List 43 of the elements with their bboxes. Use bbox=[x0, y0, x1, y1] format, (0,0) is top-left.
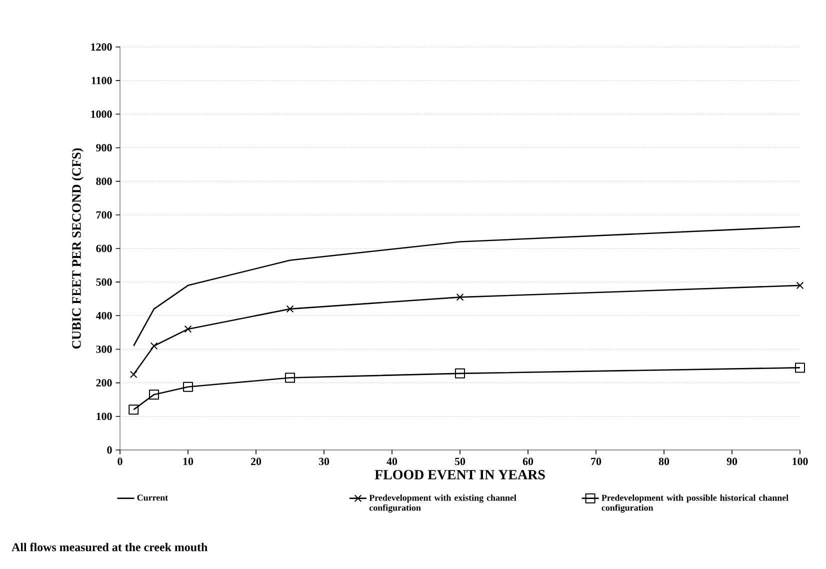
x-tick-label: 0 bbox=[118, 458, 122, 466]
legend-label: Predevelopment with existing channel configuration bbox=[369, 494, 516, 513]
x-tick-label: 70 bbox=[591, 458, 602, 466]
point bbox=[183, 382, 194, 392]
y-tick-label: 0 bbox=[107, 446, 112, 454]
x-tick-label: 90 bbox=[726, 458, 738, 466]
y-tick-label: 300 bbox=[96, 346, 112, 353]
y-tick-label: 100 bbox=[96, 412, 112, 420]
y-tick-label: 700 bbox=[96, 211, 112, 219]
y-tick-label: 1200 bbox=[91, 43, 112, 51]
x-tick-label: 40 bbox=[386, 458, 398, 466]
line-series bbox=[132, 226, 800, 347]
x-axis-title: FLOOD EVENT IN YEARS bbox=[374, 470, 545, 480]
legend-label: Predevelopment with possible historical channel configuration bbox=[602, 494, 788, 513]
text: All flows measured at the creek mouth bbox=[12, 542, 208, 552]
point bbox=[150, 342, 158, 350]
y-tick-label: 400 bbox=[96, 312, 112, 320]
y-tick-label: 1100 bbox=[92, 76, 112, 84]
x-tick-label: 30 bbox=[318, 458, 330, 466]
x-tick-label: 50 bbox=[454, 458, 466, 466]
legend-label: Current bbox=[137, 494, 168, 501]
point bbox=[455, 368, 466, 378]
x-tick-label: 100 bbox=[792, 458, 808, 466]
x-tick-label: 20 bbox=[250, 458, 262, 466]
x-tick-label: 80 bbox=[658, 458, 670, 466]
point bbox=[149, 390, 160, 400]
y-tick-label: 200 bbox=[96, 379, 112, 387]
point bbox=[184, 325, 192, 333]
point bbox=[285, 372, 296, 383]
y-tick-label: 600 bbox=[96, 244, 112, 252]
x-tick-label: 10 bbox=[183, 458, 194, 466]
y-tick-label: 500 bbox=[96, 278, 112, 286]
point bbox=[456, 293, 464, 301]
point bbox=[795, 362, 806, 373]
y-axis-title: CUBIC FEET PER SECOND (CFS) bbox=[72, 148, 84, 349]
point bbox=[286, 305, 294, 313]
y-tick-label: 800 bbox=[96, 178, 112, 186]
point bbox=[128, 404, 139, 415]
point bbox=[130, 370, 138, 378]
y-tick-label: 1000 bbox=[91, 110, 112, 118]
y-tick-label: 900 bbox=[96, 144, 112, 152]
point bbox=[796, 282, 804, 290]
x-tick-label: 60 bbox=[522, 458, 534, 466]
